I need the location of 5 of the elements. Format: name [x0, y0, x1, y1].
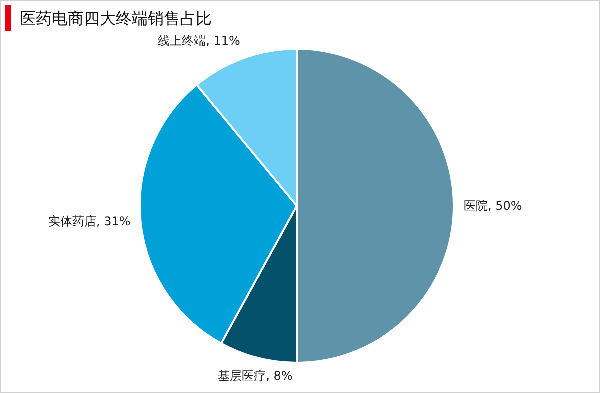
slice-label: 实体药店, 31%: [48, 214, 131, 229]
slice-label: 线上终端, 11%: [158, 34, 240, 48]
slice-label: 基层医疗, 8%: [218, 368, 293, 383]
slice-label: 医院, 50%: [464, 199, 522, 213]
chart-title: 医药电商四大终端销售占比: [20, 9, 212, 28]
